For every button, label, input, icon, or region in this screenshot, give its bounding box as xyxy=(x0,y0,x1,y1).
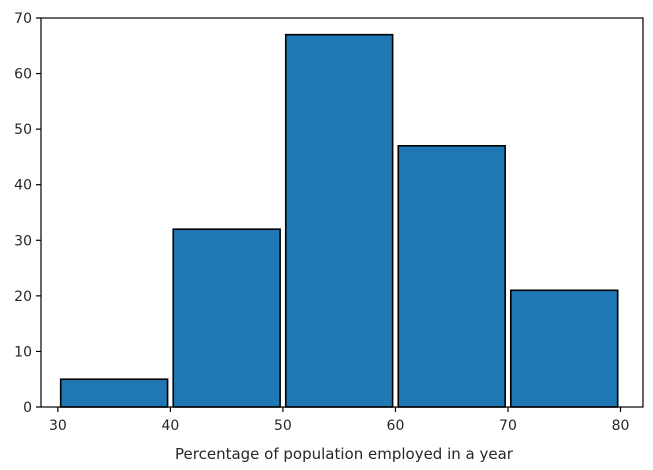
y-tick-label-70: 70 xyxy=(14,11,32,27)
bar-70-80 xyxy=(509,289,619,408)
y-tick-label-40: 40 xyxy=(14,178,32,194)
bar-50-60 xyxy=(284,33,394,408)
x-tick-label-70: 70 xyxy=(499,418,517,434)
y-tick-label-10: 10 xyxy=(14,344,32,360)
y-tick-label-50: 50 xyxy=(14,122,32,138)
x-tick-label-30: 30 xyxy=(49,418,67,434)
y-tick-label-60: 60 xyxy=(14,67,32,83)
y-tick-label-30: 30 xyxy=(14,233,32,249)
x-tick-label-40: 40 xyxy=(161,418,179,434)
plot-frame xyxy=(40,17,644,408)
x-tick-label-50: 50 xyxy=(274,418,292,434)
x-tick-label-60: 60 xyxy=(387,418,405,434)
bar-40-50 xyxy=(172,228,281,408)
x-axis-ticks: 30 40 50 60 70 80 xyxy=(49,407,629,434)
x-tick-label-80: 80 xyxy=(612,418,630,434)
x-axis-label: Percentage of population employed in a y… xyxy=(175,445,514,463)
bar-30-40 xyxy=(59,378,169,408)
y-axis-ticks: 0 10 20 30 40 50 60 70 xyxy=(14,11,41,416)
bar-60-70 xyxy=(397,145,506,408)
y-tick-label-0: 0 xyxy=(23,400,32,416)
y-tick-label-20: 20 xyxy=(14,289,32,305)
bars-group xyxy=(59,33,619,408)
